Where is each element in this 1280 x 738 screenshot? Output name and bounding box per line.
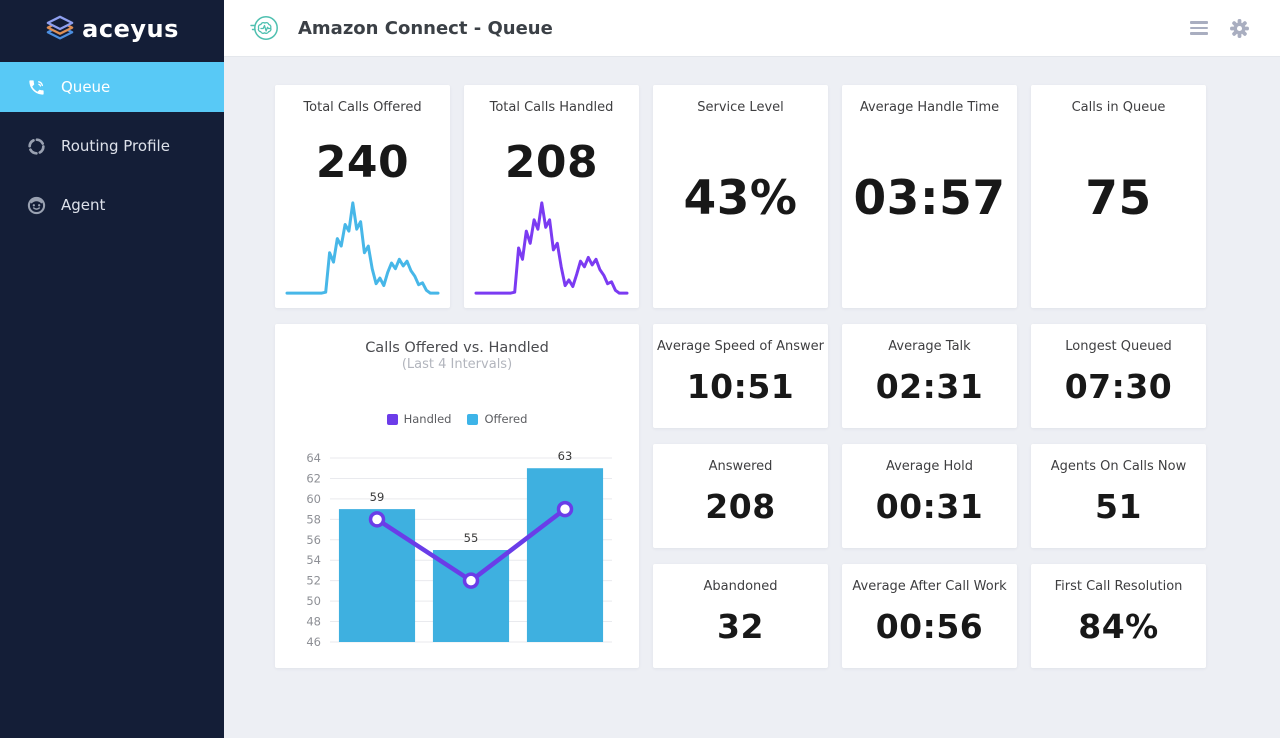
dashboard-content: Total Calls Offered 240 Total Calls Hand… — [224, 57, 1280, 668]
page-title: Amazon Connect - Queue — [298, 17, 553, 39]
kpi-value: 03:57 — [853, 171, 1006, 226]
kpi-value: 00:31 — [875, 486, 984, 526]
kpi-value: 07:30 — [1064, 366, 1173, 406]
kpi-card-average-handle-time: Average Handle Time 03:57 — [842, 85, 1017, 308]
kpi-value: 84% — [1078, 606, 1159, 646]
menu-icon — [1190, 21, 1208, 35]
chart-title: Calls Offered vs. Handled — [365, 340, 549, 356]
offered-vs-handled-chart-card: Calls Offered vs. Handled (Last 4 Interv… — [275, 324, 639, 668]
svg-text:62: 62 — [306, 471, 321, 485]
sparkline-handled — [474, 196, 629, 302]
kpi-card-average-speed-of-answer: Average Speed of Answer 10:51 — [653, 324, 828, 428]
main-area: Amazon Connect - Queue — [224, 0, 1280, 738]
kpi-card-calls-in-queue: Calls in Queue 75 — [1031, 85, 1206, 308]
svg-text:48: 48 — [306, 615, 321, 629]
svg-text:60: 60 — [306, 492, 321, 506]
kpi-value: 10:51 — [686, 366, 795, 406]
gear-icon — [1229, 18, 1250, 39]
sidebar-item-routing-profile[interactable]: Routing Profile — [0, 121, 224, 171]
kpi-label: Total Calls Offered — [303, 100, 422, 115]
kpi-value: 43% — [683, 171, 798, 226]
kpi-label: Service Level — [697, 100, 784, 115]
kpi-value: 208 — [504, 137, 599, 188]
kpi-label: First Call Resolution — [1054, 579, 1183, 594]
kpi-card-total-calls-offered: Total Calls Offered 240 — [275, 85, 450, 308]
kpi-card-average-talk: Average Talk 02:31 — [842, 324, 1017, 428]
kpi-card-answered: Answered 208 — [653, 444, 828, 548]
svg-text:63: 63 — [558, 449, 573, 463]
kpi-label: Calls in Queue — [1071, 100, 1166, 115]
menu-button[interactable] — [1188, 19, 1210, 36]
kpi-label: Average Speed of Answer — [657, 339, 824, 354]
brand-name: aceyus — [82, 14, 179, 43]
topbar: Amazon Connect - Queue — [224, 0, 1280, 57]
chart-subtitle: (Last 4 Intervals) — [401, 357, 513, 372]
svg-text:59: 59 — [370, 490, 385, 504]
kpi-label: Longest Queued — [1065, 339, 1172, 354]
sidebar-nav: Queue Routing Profile Agent — [0, 62, 224, 239]
sidebar-item-queue[interactable]: Queue — [0, 62, 224, 112]
kpi-label: Average After Call Work — [852, 579, 1007, 594]
sidebar-item-agent[interactable]: Agent — [0, 180, 224, 230]
legend-swatch-handled — [386, 413, 398, 425]
kpi-label: Agents On Calls Now — [1050, 459, 1187, 474]
sidebar-item-label: Routing Profile — [61, 137, 170, 155]
kpi-card-first-call-resolution: First Call Resolution 84% — [1031, 564, 1206, 668]
sidebar-item-label: Agent — [61, 196, 106, 214]
kpi-value: 208 — [705, 486, 776, 526]
amazon-connect-icon — [250, 13, 280, 43]
kpi-card-service-level: Service Level 43% — [653, 85, 828, 308]
kpi-value: 02:31 — [875, 366, 984, 406]
layers-logo-icon — [45, 14, 75, 44]
kpi-label: Total Calls Handled — [489, 100, 614, 115]
svg-text:54: 54 — [306, 553, 321, 567]
kpi-card-average-hold: Average Hold 00:31 — [842, 444, 1017, 548]
svg-text:50: 50 — [306, 594, 321, 608]
svg-text:52: 52 — [306, 574, 321, 588]
kpi-value: 75 — [1085, 171, 1152, 226]
kpi-value: 51 — [1095, 486, 1142, 526]
kpi-label: Answered — [708, 459, 773, 474]
kpi-card-average-after-call-work: Average After Call Work 00:56 — [842, 564, 1017, 668]
sidebar-item-label: Queue — [61, 78, 111, 96]
legend-item-offered: Offered — [467, 412, 527, 426]
sparkline-offered — [285, 196, 440, 302]
kpi-value: 32 — [717, 606, 764, 646]
kpi-card-agents-on-calls-now: Agents On Calls Now 51 — [1031, 444, 1206, 548]
legend-swatch-offered — [467, 413, 479, 425]
sidebar: aceyus Queue Routing Profile — [0, 0, 224, 738]
offered-vs-handled-chart: 46 48 50 52 54 56 58 60 62 64 59 55 63 — [306, 449, 612, 649]
svg-text:58: 58 — [306, 512, 321, 526]
chart-legend: Handled Offered — [386, 412, 527, 426]
kpi-card-total-calls-handled: Total Calls Handled 208 — [464, 85, 639, 308]
svg-text:64: 64 — [306, 451, 321, 465]
kpi-card-longest-queued: Longest Queued 07:30 — [1031, 324, 1206, 428]
kpi-label: Average Handle Time — [859, 100, 1000, 115]
kpi-value: 240 — [315, 137, 410, 188]
routing-icon — [27, 137, 46, 156]
phone-icon — [27, 78, 46, 97]
kpi-card-abandoned: Abandoned 32 — [653, 564, 828, 668]
brand-logo: aceyus — [0, 0, 224, 57]
agent-icon — [27, 196, 46, 215]
legend-label: Offered — [484, 412, 528, 426]
svg-text:46: 46 — [306, 635, 321, 649]
svg-text:55: 55 — [464, 531, 479, 545]
kpi-label: Abandoned — [703, 579, 778, 594]
settings-button[interactable] — [1227, 16, 1252, 41]
svg-text:56: 56 — [306, 533, 321, 547]
legend-label: Handled — [403, 412, 452, 426]
kpi-value: 00:56 — [875, 606, 984, 646]
legend-item-handled: Handled — [386, 412, 452, 426]
kpi-label: Average Talk — [888, 339, 971, 354]
kpi-label: Average Hold — [885, 459, 974, 474]
